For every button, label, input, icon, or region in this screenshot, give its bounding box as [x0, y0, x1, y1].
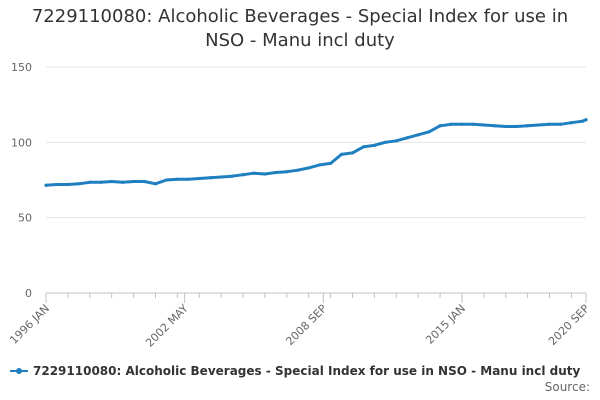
data-point	[580, 119, 584, 123]
chart-title-line-1: 7229110080: Alcoholic Beverages - Specia…	[31, 6, 569, 27]
data-point	[471, 122, 475, 126]
data-point	[131, 179, 136, 184]
data-point	[153, 182, 158, 186]
data-point	[121, 180, 125, 184]
data-point	[394, 139, 398, 143]
data-point	[241, 173, 245, 177]
data-point	[558, 122, 563, 126]
source-credit: Source:	[544, 380, 590, 394]
legend-series-label: 7229110080: Alcoholic Beverages - Specia…	[33, 364, 581, 378]
data-point	[252, 171, 256, 175]
data-point	[350, 151, 355, 155]
data-point	[569, 121, 574, 125]
data-point	[44, 183, 48, 187]
data-point	[482, 123, 486, 127]
data-point	[142, 179, 147, 184]
data-point	[55, 182, 59, 187]
legend-series-marker	[10, 366, 28, 376]
data-point	[547, 122, 552, 126]
data-point	[274, 170, 278, 175]
data-point	[77, 182, 81, 186]
data-point	[383, 140, 387, 144]
chart-title-line-2: NSO - Manu incl duty	[205, 30, 395, 51]
data-point	[285, 170, 289, 174]
chart-title: 7229110080: Alcoholic Beverages - Specia…	[0, 5, 600, 53]
y-tick-label: 0	[25, 287, 32, 300]
data-point	[88, 180, 92, 184]
data-point	[526, 124, 530, 128]
data-point	[427, 130, 431, 134]
data-point	[263, 172, 267, 176]
data-point	[584, 118, 588, 122]
data-point	[66, 182, 70, 187]
data-point	[230, 174, 234, 178]
data-point	[219, 175, 223, 179]
data-point	[110, 179, 114, 184]
x-tick-label: 2002 MAY	[143, 302, 191, 350]
data-point	[175, 177, 179, 181]
data-point	[99, 180, 103, 184]
series-line	[44, 118, 588, 187]
x-tick-label: 2015 JAN	[423, 302, 468, 347]
data-point	[493, 124, 497, 128]
y-tick-label: 150	[11, 61, 32, 74]
x-tick-label: 2008 SEP	[283, 302, 329, 348]
data-point	[208, 176, 212, 180]
data-point	[197, 176, 201, 181]
data-point	[318, 163, 322, 167]
y-tick-label: 50	[18, 212, 32, 225]
data-point	[449, 122, 453, 126]
data-point	[405, 136, 409, 140]
x-tick-label: 2020 SEP	[546, 302, 592, 348]
x-tick-label: 1996 JAN	[7, 302, 52, 347]
y-tick-label: 100	[11, 136, 32, 149]
data-point	[307, 166, 311, 170]
data-point	[515, 124, 519, 129]
data-point	[186, 177, 190, 181]
data-point	[339, 152, 344, 156]
data-point	[296, 168, 300, 172]
data-point	[536, 123, 541, 127]
data-point	[504, 124, 508, 129]
data-point	[416, 133, 420, 137]
data-point	[361, 145, 366, 149]
data-point	[328, 161, 333, 166]
data-point	[372, 143, 376, 147]
data-point	[460, 122, 464, 126]
legend-item[interactable]: 7229110080: Alcoholic Beverages - Specia…	[10, 364, 580, 378]
data-point	[438, 124, 442, 128]
data-point	[164, 178, 169, 182]
